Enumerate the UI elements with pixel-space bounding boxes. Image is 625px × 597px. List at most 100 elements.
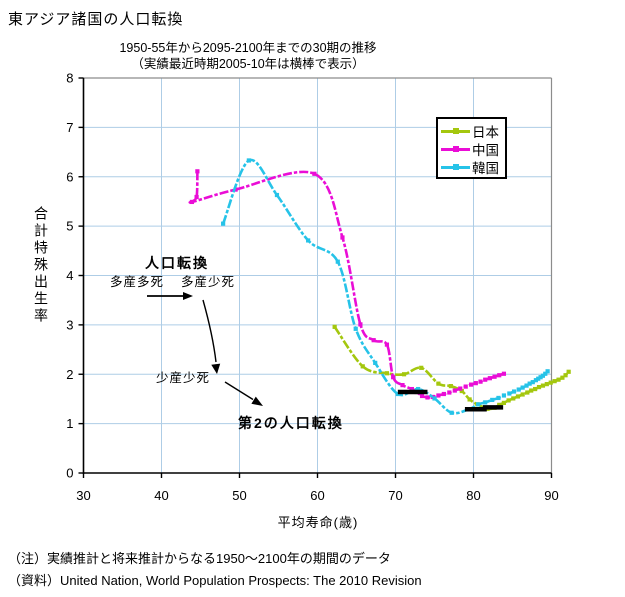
legend-line-sample-china (441, 145, 470, 152)
y-tick-label: 4 (66, 268, 73, 283)
data-point-marker (501, 393, 507, 398)
legend-line-sample-japan (441, 127, 470, 134)
axes (78, 77, 553, 478)
data-point-marker (246, 158, 251, 163)
arrow-down-right-icon (224, 381, 263, 406)
arrow-right-icon (147, 292, 193, 300)
annotation-population-transition: 人口転換 (145, 255, 209, 271)
data-point-marker (483, 377, 488, 382)
legend-item-japan: 日本 (438, 122, 505, 140)
data-point-marker (544, 382, 549, 387)
data-point-marker (458, 386, 463, 391)
data-point-marker (384, 342, 390, 347)
data-point-marker (560, 375, 565, 380)
data-point-marker (419, 393, 425, 399)
data-point-marker (400, 383, 405, 388)
data-point-marker (524, 383, 529, 388)
data-point-marker (452, 388, 457, 393)
data-point-marker (463, 384, 468, 389)
legend-marker-icon (453, 127, 459, 134)
y-axis-title: 合計特殊出生率 (33, 206, 49, 325)
data-point-marker (496, 395, 501, 401)
legend-marker-icon (453, 145, 459, 152)
series-韓国 (221, 158, 550, 415)
x-tick-label: 80 (466, 488, 480, 503)
data-point-marker (306, 238, 311, 243)
chart-subtitle: 1950-55年から2095-2100年までの30期の推移 （実績最近時期200… (58, 40, 438, 72)
data-point-marker (540, 383, 546, 388)
data-point-marker (391, 375, 396, 380)
data-point-marker (353, 326, 358, 331)
data-point-marker (538, 375, 543, 380)
x-tick-label: 50 (232, 488, 246, 503)
data-point-marker (483, 400, 488, 405)
data-point-marker (384, 371, 390, 376)
data-point-marker (501, 400, 507, 405)
chart-subtitle-line-2: （実績最近時期2005-10年は横棒で表示） (131, 57, 365, 71)
data-point-marker (459, 388, 464, 394)
data-point-marker (189, 199, 195, 205)
annotation-arrows (147, 292, 263, 406)
legend-marker-icon (453, 163, 459, 170)
data-point-marker (548, 380, 553, 385)
data-point-marker (371, 338, 376, 343)
note-text: （注）実績推計と将来推計からなる1950〜2100年の期間のデータ (8, 551, 391, 566)
data-point-marker (441, 391, 446, 397)
data-point-marker (511, 396, 516, 401)
annotation-high-birth-low-death: 多産少死 (181, 275, 236, 289)
legend-label-china: 中国 (472, 143, 499, 158)
data-point-marker (556, 377, 561, 382)
data-point-marker (552, 379, 557, 384)
legend-label-japan: 日本 (472, 125, 499, 140)
data-point-marker (507, 391, 512, 396)
data-point-marker (436, 393, 441, 398)
data-point-marker (449, 410, 454, 415)
data-point-marker (543, 371, 548, 376)
data-point-marker (520, 392, 525, 397)
data-point-marker (536, 376, 541, 381)
data-point-marker (360, 364, 365, 369)
gridlines (83, 78, 552, 473)
y-tick-label: 0 (66, 466, 73, 481)
tick-labels: 30 40 50 60 70 80 90 0 1 2 3 4 5 6 7 8 (66, 71, 558, 504)
series-中国 (188, 169, 507, 400)
page-title: 東アジア諸国の人口転換 (8, 11, 184, 28)
x-tick-label: 70 (388, 488, 402, 503)
chart-subtitle-line-1: 1950-55年から2095-2100年までの30期の推移 (119, 41, 377, 55)
data-point-marker (335, 259, 340, 264)
data-point-marker (332, 324, 337, 329)
data-point-marker (194, 194, 199, 200)
annotation-high-birth-high-death: 多産多死 (110, 275, 165, 289)
data-point-marker (525, 390, 530, 395)
y-tick-label: 6 (66, 169, 73, 184)
data-point-marker (536, 384, 542, 390)
data-point-marker (425, 395, 430, 400)
data-point-marker (533, 378, 538, 383)
data-point-marker (530, 380, 535, 385)
data-point-marker (432, 396, 437, 401)
data-point-marker (540, 373, 546, 378)
data-point-marker (497, 373, 502, 378)
data-point-marker (416, 386, 421, 392)
data-point-marker (358, 322, 363, 327)
x-tick-label: 90 (544, 488, 558, 503)
data-point-marker (487, 376, 492, 381)
arrow-down-icon (202, 299, 221, 374)
data-point-marker (409, 386, 414, 392)
legend: 日本 中国 韓国 (436, 117, 507, 179)
data-point-marker (566, 369, 571, 374)
data-point-marker (447, 390, 452, 395)
data-point-marker (195, 169, 200, 174)
data-point-marker (516, 387, 521, 392)
data-point-marker (473, 381, 478, 386)
y-tick-label: 5 (66, 219, 73, 234)
data-point-marker (478, 379, 483, 384)
data-point-marker (520, 385, 525, 390)
data-point-marker (448, 384, 453, 389)
y-tick-label: 3 (66, 317, 73, 332)
data-point-marker (527, 381, 532, 386)
legend-label-korea: 韓国 (472, 161, 499, 176)
data-point-marker (515, 394, 521, 399)
data-point-marker (467, 397, 472, 402)
